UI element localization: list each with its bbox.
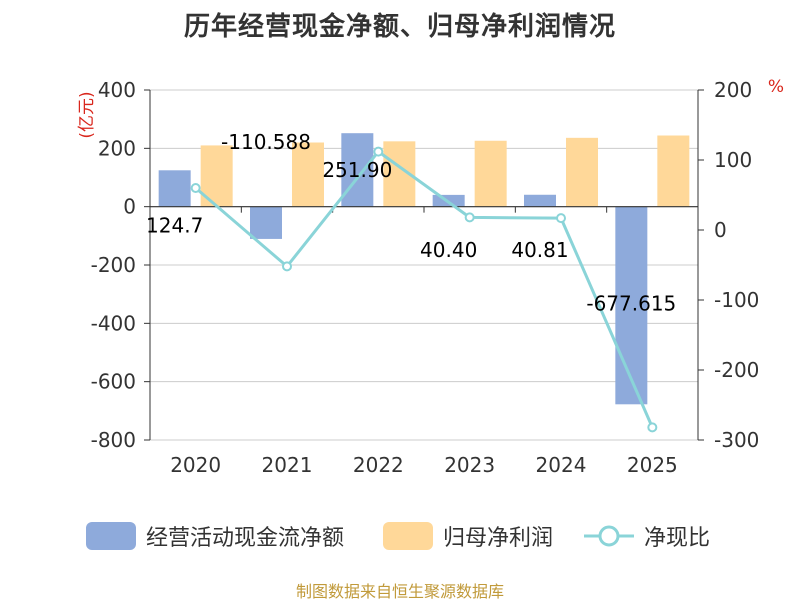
ratio-line-path [194, 149, 654, 428]
right-axis-unit: % [768, 77, 784, 97]
legend-label-ratio: 净现比 [644, 526, 711, 551]
right-axis-tick-label: 200 [714, 78, 752, 102]
bars [158, 133, 690, 405]
bar-net-profit [566, 137, 598, 207]
bar-cash-flow [615, 206, 648, 405]
category-label: 2025 [627, 453, 678, 477]
bar-cash-flow [158, 170, 191, 207]
legend-swatch-net-profit [383, 522, 433, 550]
right-axis-tick-label: 0 [714, 218, 727, 242]
chart-area: 400 200 0 -200 -400 -600 -800 200 100 0 -100 -200 -3… [77, 77, 784, 477]
legend-item-ratio[interactable]: 净现比 [584, 520, 710, 552]
ratio-point [556, 213, 566, 224]
left-axis-tick-label: 400 [98, 78, 136, 102]
legend-swatch-cash-flow [86, 522, 136, 550]
data-source-note: 制图数据来自恒生聚源数据库 [295, 582, 504, 601]
category-label: 2021 [262, 453, 313, 477]
data-label-cash-flow: -110.588 [221, 130, 311, 154]
category-label: 2020 [170, 453, 221, 477]
legend-swatch-ratio [584, 525, 634, 547]
data-label-cash-flow: 40.40 [420, 238, 477, 262]
category-label: 2024 [536, 453, 587, 477]
data-labels: 124.7 -110.588 251.90 40.40 40.81 -677.615 [146, 130, 676, 315]
data-label-cash-flow: 251.90 [322, 158, 392, 182]
chart-title: 历年经营现金净额、归母净利润情况 [183, 12, 616, 42]
right-axis-tick-label: -100 [714, 288, 759, 312]
left-axis-tick-label: -400 [91, 311, 136, 335]
ratio-point [282, 261, 292, 272]
left-axis-unit: (亿元) [77, 91, 97, 138]
left-axis-tick-label: 0 [123, 195, 136, 219]
category-label: 2022 [353, 453, 404, 477]
axes: 400 200 0 -200 -400 -600 -800 200 100 0 -100 -200 -3… [91, 78, 760, 477]
left-axis-tick-label: -600 [91, 370, 136, 394]
bar-cash-flow [250, 206, 282, 239]
ratio-line [190, 146, 658, 433]
ratio-point [373, 146, 384, 157]
bar-net-profit [474, 140, 507, 207]
legend-label-net-profit: 归母净利润 [443, 526, 554, 551]
bar-net-profit [657, 135, 690, 207]
left-axis-tick-label: -200 [91, 253, 136, 277]
right-axis-tick-label: -200 [714, 358, 759, 382]
ratio-point [464, 212, 475, 223]
data-label-cash-flow: 40.81 [511, 238, 568, 262]
left-axis-tick-label: -800 [91, 428, 136, 452]
left-axis-tick-label: 200 [98, 136, 136, 160]
legend-label-cash-flow: 经营活动现金流净额 [146, 526, 345, 551]
data-label-cash-flow: -677.615 [586, 291, 676, 315]
category-label: 2023 [444, 453, 495, 477]
right-axis-tick-label: 100 [714, 148, 752, 172]
bar-cash-flow [341, 133, 374, 207]
legend-item-net-profit[interactable]: 归母净利润 [383, 520, 553, 552]
right-axis-tick-label: -300 [714, 428, 759, 452]
legend-item-cash-flow[interactable]: 经营活动现金流净额 [86, 520, 344, 552]
ratio-point [190, 183, 201, 193]
ratio-point [647, 422, 658, 433]
bar-cash-flow [524, 194, 556, 207]
data-label-cash-flow: 124.7 [146, 213, 203, 237]
bar-net-profit [292, 142, 324, 207]
